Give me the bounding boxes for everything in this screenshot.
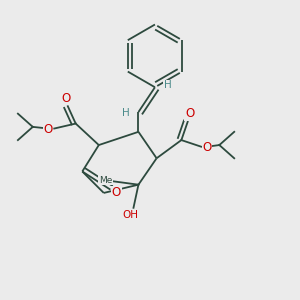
Text: OH: OH: [122, 210, 138, 220]
Text: O: O: [185, 107, 194, 120]
Text: Me: Me: [99, 176, 112, 185]
Text: H: H: [122, 108, 130, 118]
Text: O: O: [44, 123, 53, 136]
Text: H: H: [164, 80, 171, 90]
Text: O: O: [112, 186, 121, 200]
Text: O: O: [61, 92, 70, 105]
Text: O: O: [202, 141, 212, 154]
